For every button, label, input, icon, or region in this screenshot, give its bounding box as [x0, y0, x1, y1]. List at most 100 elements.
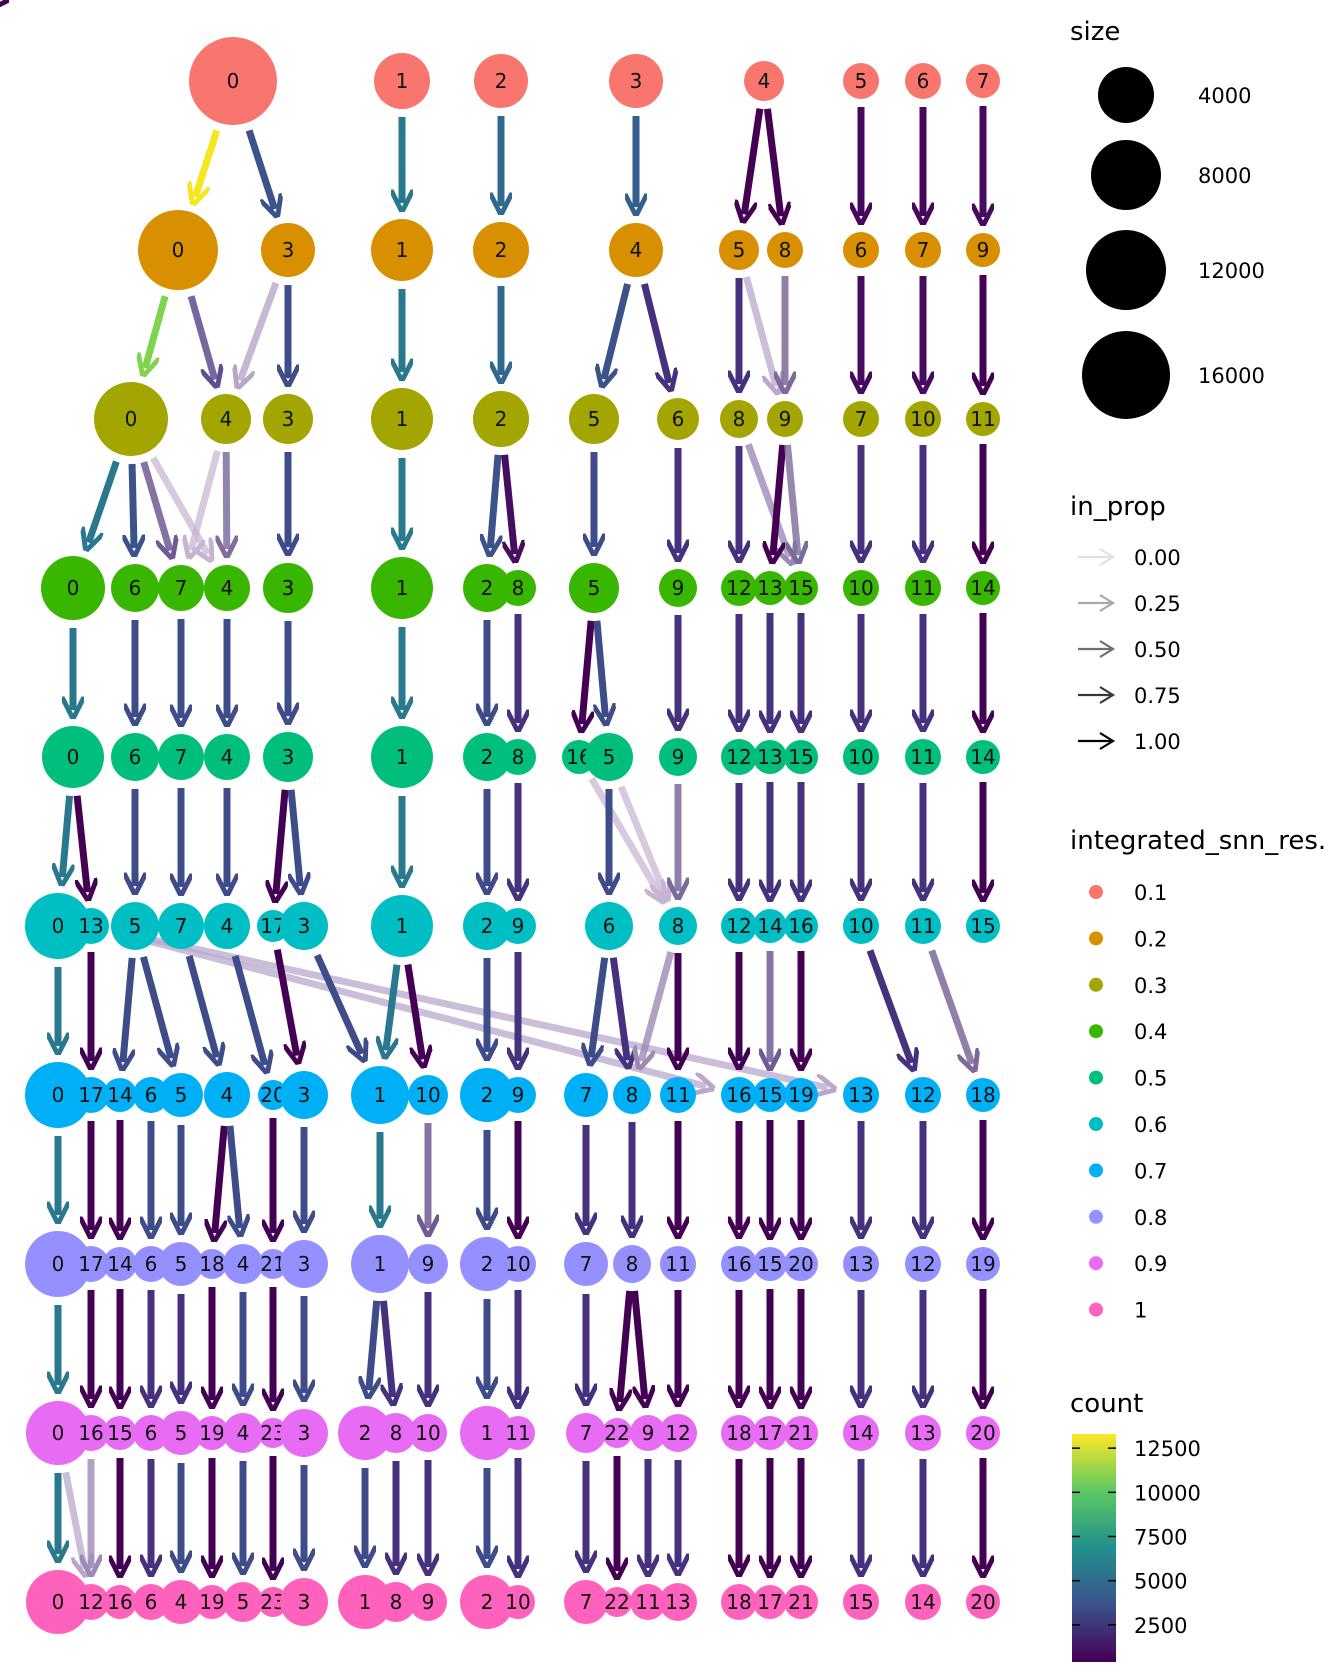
cluster-node: 7	[564, 1242, 608, 1286]
cluster-node: 14	[966, 740, 1000, 774]
cluster-node-circle	[201, 394, 251, 444]
edge-arrow	[276, 789, 289, 894]
cluster-node-circle	[133, 1584, 169, 1620]
cluster-node-label: 10	[505, 1252, 530, 1276]
edge-arrow	[588, 776, 661, 896]
cluster-node: 6	[111, 564, 159, 612]
cluster-node-label: 0	[52, 1252, 65, 1276]
cluster-node-circle	[460, 1237, 514, 1291]
cluster-node: 9	[500, 1077, 536, 1113]
cluster-node-label: 3	[298, 1252, 311, 1276]
cluster-node-circle	[500, 739, 536, 775]
cluster-node-label: 6	[145, 1252, 158, 1276]
cluster-node: 1	[371, 557, 433, 619]
cluster-node-label: 2	[481, 914, 494, 938]
cluster-node-circle	[569, 563, 619, 613]
cluster-node: 10	[409, 1414, 447, 1452]
cluster-node-circle	[767, 401, 803, 437]
cluster-node-label: 6	[917, 69, 930, 93]
cluster-node: 1	[371, 388, 433, 450]
count-tick-label: 12500	[1134, 1437, 1201, 1461]
cluster-node-label: 2	[495, 69, 508, 93]
cluster-node: 22	[602, 1418, 632, 1448]
cluster-node-circle	[966, 740, 1000, 774]
cluster-node-label: 11	[505, 1421, 530, 1445]
cluster-node-label: 8	[779, 238, 792, 262]
cluster-node-circle	[409, 1414, 447, 1452]
cluster-node-label: 20	[788, 1252, 813, 1276]
cluster-node-label: 12	[910, 1083, 935, 1107]
count-legend: count 12500 10000 7500 5000 2500	[1070, 1389, 1201, 1662]
cluster-node-circle	[843, 1077, 879, 1113]
cluster-node-circle	[197, 1249, 227, 1279]
cluster-node-circle	[966, 233, 1000, 267]
cluster-node: 2	[473, 391, 529, 447]
in-prop-legend-label: 0.50	[1134, 638, 1181, 662]
cluster-node-circle	[371, 726, 433, 788]
cluster-node-circle	[753, 740, 787, 774]
cluster-node-label: 1	[359, 1590, 372, 1614]
cluster-node-label: 3	[282, 238, 295, 262]
cluster-node-circle	[843, 570, 879, 606]
cluster-node-circle	[94, 382, 168, 456]
cluster-node: 0	[26, 1570, 90, 1634]
cluster-node: 7	[158, 565, 204, 611]
cluster-node-label: 20	[970, 1421, 995, 1445]
cluster-node: 21	[784, 1416, 818, 1450]
edge-arrow	[215, 1125, 228, 1233]
cluster-node: 2	[460, 1068, 514, 1122]
cluster-node: 0	[26, 1401, 90, 1465]
cluster-node-circle	[905, 1077, 941, 1113]
cluster-node: 7	[158, 734, 204, 780]
size-legend-label: 12000	[1198, 259, 1265, 283]
cluster-node: 5	[159, 1242, 203, 1286]
cluster-node-circle	[26, 1401, 90, 1465]
cluster-node-circle	[659, 1583, 697, 1621]
resolution-legend-label: 1	[1134, 1299, 1147, 1323]
cluster-node: 11	[660, 1246, 696, 1282]
cluster-node-label: 8	[733, 407, 746, 431]
cluster-node-circle	[784, 740, 818, 774]
cluster-node: 16	[73, 1415, 109, 1451]
cluster-node: 5	[111, 902, 159, 950]
cluster-node-circle	[374, 53, 430, 109]
cluster-node: 15	[753, 1247, 787, 1281]
cluster-node-label: 1	[396, 69, 409, 93]
cluster-node-label: 13	[665, 1590, 690, 1614]
cluster-node-circle	[26, 1570, 90, 1634]
edge-arrow	[490, 454, 498, 548]
cluster-node-circle	[784, 571, 818, 605]
cluster-node-circle	[258, 1587, 288, 1617]
edge-arrow	[597, 620, 606, 717]
cluster-node-label: 1	[481, 1421, 494, 1445]
cluster-node-circle	[657, 398, 699, 440]
cluster-node-circle	[280, 1578, 328, 1626]
cluster-node-label: 2	[481, 576, 494, 600]
in-prop-legend-arrowhead	[1099, 594, 1116, 612]
size-legend-title: size	[1070, 17, 1120, 47]
cluster-node-circle	[159, 1411, 203, 1455]
cluster-node-circle	[753, 1247, 787, 1281]
in-prop-legend: in_prop 0.00 0.25 0.50 0.75 1.00	[1070, 492, 1181, 754]
cluster-node-circle	[460, 1068, 514, 1122]
cluster-node-circle	[602, 1587, 632, 1617]
cluster-node-circle	[585, 902, 633, 950]
resolution-legend-label: 0.7	[1134, 1159, 1167, 1183]
resolution-legend-key	[1089, 885, 1103, 899]
cluster-node: 7	[566, 1413, 606, 1453]
cluster-node-circle	[280, 1409, 328, 1457]
cluster-node: 8	[659, 907, 697, 945]
cluster-node-label: 12	[726, 745, 751, 769]
cluster-node-label: 15	[757, 1252, 782, 1276]
cluster-node-circle	[843, 1415, 879, 1451]
cluster-node-label: 19	[199, 1421, 224, 1445]
size-legend-label: 4000	[1198, 84, 1251, 108]
cluster-node-circle	[133, 1415, 169, 1451]
edge-arrow	[773, 444, 787, 555]
resolution-legend-key	[1089, 1256, 1103, 1271]
cluster-node-circle	[158, 565, 204, 611]
cluster-node: 6	[133, 1415, 169, 1451]
cluster-node: 5	[159, 1073, 203, 1117]
cluster-node-circle	[966, 1078, 1000, 1112]
cluster-node-circle	[966, 64, 1000, 98]
